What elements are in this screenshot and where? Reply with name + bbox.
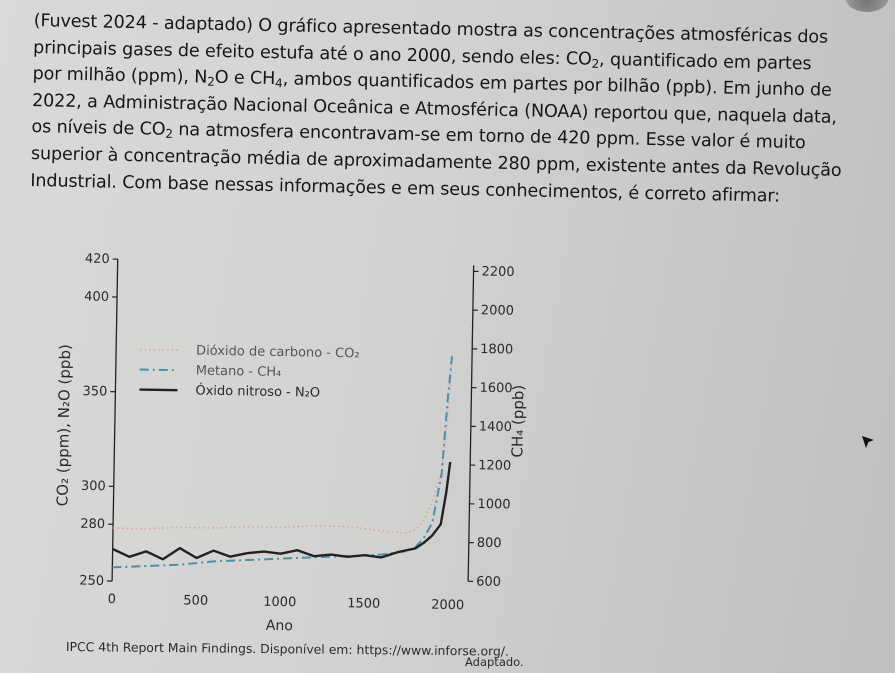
mouse-cursor-icon — [862, 436, 874, 448]
legend-label-3: Óxido nitroso - N₂O — [195, 383, 320, 401]
x-axis-tick-label: 500 — [183, 593, 208, 608]
right-axis-tick-label: 800 — [477, 536, 502, 551]
left-axis-tick-label: 420 — [85, 252, 110, 267]
adaptado-note: Adaptado. — [465, 655, 524, 669]
x-axis-tick-label: 0 — [107, 592, 116, 607]
x-axis-tick-label: 1500 — [347, 596, 380, 612]
left-axis-tick-label: 350 — [82, 384, 107, 399]
right-axis-tick-label: 1600 — [479, 381, 512, 397]
legend-swatch-3 — [139, 388, 178, 392]
left-axis-tick-label: 250 — [79, 574, 104, 589]
question-text: (Fuvest 2024 - adaptado) O gráfico apres… — [30, 8, 874, 212]
left-axis-tick-label: 300 — [81, 479, 106, 494]
series-line-1 — [113, 361, 453, 535]
source-citation: IPCC 4th Report Main Findings. Disponíve… — [65, 639, 510, 659]
right-axis-tick-label: 600 — [476, 574, 501, 589]
right-axis-tick-label: 1000 — [477, 497, 510, 513]
left-axis-tick-label: 280 — [80, 517, 105, 532]
x-axis-tick-label: 2000 — [431, 598, 464, 614]
left-axis-label: CO₂ (ppm), N₂O (ppb) — [53, 344, 74, 506]
legend-label-1: Dióxido de carbono - CO₂ — [196, 344, 360, 362]
right-axis-tick-label: 2200 — [481, 265, 514, 281]
left-axis-tick-label: 400 — [84, 289, 109, 304]
right-axis-line — [467, 265, 475, 582]
series-line-2 — [112, 356, 454, 569]
gas-concentration-chart: 250 280 300 350 400 420 600 800 1000 1200 1400 1600… — [45, 242, 572, 643]
legend-label-2: Metano - CH₄ — [196, 364, 282, 380]
x-axis-label: Ano — [266, 618, 293, 634]
legend-swatch-2 — [139, 368, 178, 372]
left-axis-line — [111, 259, 119, 582]
legend-swatch-1 — [140, 348, 179, 352]
right-axis-tick-label: 2000 — [481, 303, 514, 319]
right-axis-label: CH₄ (ppb) — [508, 385, 527, 458]
right-axis-tick-label: 1200 — [478, 458, 511, 474]
corner-shadow — [845, 0, 889, 12]
x-axis-tick-label: 1000 — [263, 595, 296, 611]
chart-svg: 250 280 300 350 400 420 600 800 1000 1200 1400 1600… — [53, 252, 527, 635]
right-axis-tick-label: 1800 — [480, 342, 513, 358]
series-line-3 — [112, 461, 452, 561]
right-axis-tick-label: 1400 — [479, 419, 512, 435]
